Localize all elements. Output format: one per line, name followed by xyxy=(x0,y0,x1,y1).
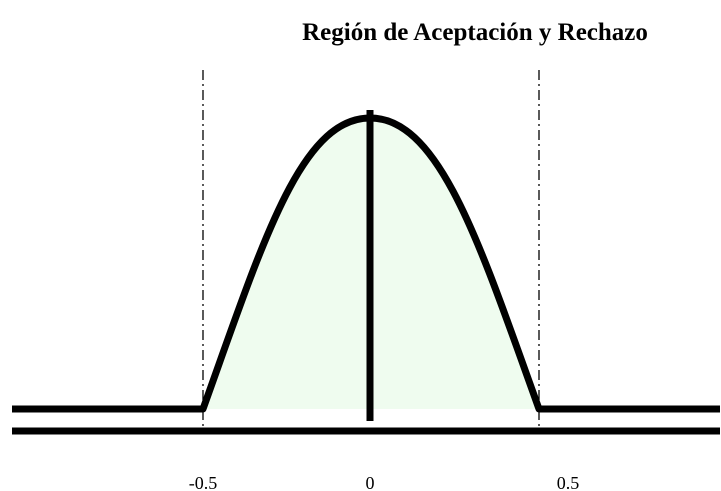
axis-label: -0.5 xyxy=(189,473,218,491)
title: Región de Aceptación y Rechazo xyxy=(302,19,648,46)
axis-label: 0 xyxy=(366,473,375,491)
axis-label: 0.5 xyxy=(557,473,580,491)
